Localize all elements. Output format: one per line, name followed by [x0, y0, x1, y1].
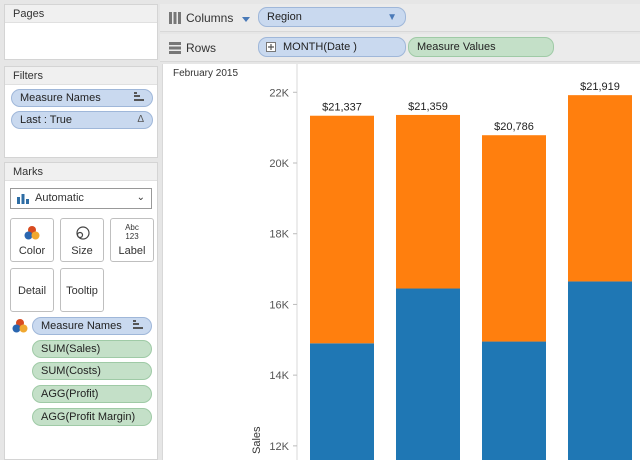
data-label: $21,919	[580, 81, 620, 93]
bar-segment-orange	[310, 115, 374, 344]
month-date-pill[interactable]: MONTH(Date )	[258, 37, 406, 57]
detail-label: Detail	[17, 285, 47, 297]
color-icon	[11, 225, 53, 244]
rows-shelf[interactable]: Rows MONTH(Date ) Measure Values	[160, 34, 640, 62]
label-button[interactable]: Abc 123 Label	[110, 218, 154, 262]
bar-segment-blue	[310, 343, 374, 460]
bar-chart-icon	[17, 194, 29, 207]
marks-title: Marks	[5, 163, 157, 181]
bar-segment-blue	[396, 288, 460, 460]
detail-button[interactable]: Detail	[10, 268, 54, 312]
data-label: $21,337	[322, 102, 362, 114]
data-label: $20,786	[494, 121, 534, 133]
columns-icon	[169, 12, 181, 24]
chevron-down-icon: ▼	[387, 12, 397, 23]
pill-label: AGG(Profit Margin)	[41, 411, 136, 423]
filters-title: Filters	[5, 67, 157, 85]
rows-icon	[169, 42, 181, 54]
pill-label: AGG(Profit)	[41, 388, 99, 400]
measure-pill[interactable]: SUM(Sales)	[32, 340, 152, 358]
y-tick-label: 14K	[269, 370, 289, 382]
size-icon	[61, 225, 103, 244]
label-label: Label	[118, 245, 146, 257]
pill-label: SUM(Costs)	[41, 365, 101, 377]
pill-label: Measure Values	[417, 41, 496, 53]
data-label: $21,359	[408, 101, 448, 113]
chevron-down-icon: ⌄	[136, 192, 145, 203]
y-tick-label: 18K	[269, 229, 289, 241]
tooltip-button[interactable]: Tooltip	[60, 268, 104, 312]
rows-label: Rows	[186, 41, 217, 55]
size-label: Size	[71, 245, 93, 257]
size-button[interactable]: Size	[60, 218, 104, 262]
pages-card: Pages	[4, 4, 158, 60]
pill-label: Region	[267, 11, 302, 23]
pill-label: SUM(Sales)	[41, 343, 101, 355]
filters-card: Filters Measure Names Last : True Δ	[4, 66, 158, 158]
label-icon: Abc 123	[125, 223, 139, 241]
columns-label: Columns	[186, 11, 234, 25]
measure-pill[interactable]: AGG(Profit)	[32, 385, 152, 403]
columns-shelf[interactable]: Columns Region ▼	[160, 4, 640, 32]
y-tick-label: 20K	[269, 158, 289, 170]
y-tick-label: 16K	[269, 299, 289, 311]
filter-label: Measure Names	[20, 92, 101, 104]
chart-view[interactable]: February 2015 12K 14K 16K 18K 20K 22K Sales $21…	[162, 64, 640, 460]
color-legend-icon	[12, 318, 28, 337]
dropdown-arrow-icon	[242, 14, 250, 26]
y-tick-label: 22K	[269, 87, 289, 99]
delta-icon: Δ	[137, 114, 144, 125]
y-tick-label: 12K	[269, 441, 289, 453]
mark-type-value: Automatic	[35, 192, 84, 204]
expand-icon[interactable]	[266, 42, 276, 55]
sort-bars-icon	[133, 320, 143, 333]
pill-label: MONTH(Date )	[283, 41, 357, 53]
filter-label: Last : True	[20, 114, 72, 126]
pill-label: Measure Names	[41, 320, 122, 332]
bar-segment-orange	[396, 114, 460, 289]
color-label: Color	[18, 245, 46, 257]
region-pill[interactable]: Region ▼	[258, 7, 406, 27]
measure-values-pill[interactable]: Measure Values	[408, 37, 554, 57]
sort-bars-icon	[134, 92, 144, 105]
y-axis-label: Sales	[251, 426, 263, 454]
bar-segment-orange	[568, 95, 632, 282]
tooltip-label: Tooltip	[66, 285, 98, 297]
mark-type-select[interactable]: Automatic ⌄	[10, 188, 152, 209]
color-field-pill[interactable]: Measure Names	[32, 317, 152, 335]
bar-segment-blue	[568, 281, 632, 460]
color-button[interactable]: Color	[10, 218, 54, 262]
filter-last-true[interactable]: Last : True Δ	[11, 111, 153, 129]
measure-pill[interactable]: SUM(Costs)	[32, 362, 152, 380]
bar-chart: 12K 14K 16K 18K 20K 22K Sales $21,337 $21,359 $20…	[251, 64, 632, 460]
chart-title: February 2015	[173, 68, 239, 79]
bar-segment-blue	[482, 341, 546, 460]
bar-segment-orange	[482, 135, 546, 342]
measure-pill[interactable]: AGG(Profit Margin)	[32, 408, 152, 426]
pages-title: Pages	[5, 5, 157, 23]
filter-measure-names[interactable]: Measure Names	[11, 89, 153, 107]
